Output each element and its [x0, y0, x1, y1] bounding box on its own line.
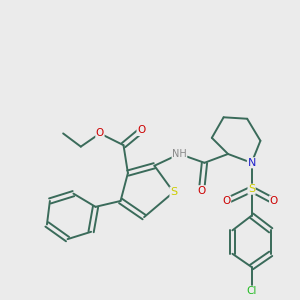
Text: N: N — [248, 158, 256, 168]
Text: O: O — [96, 128, 104, 138]
Text: O: O — [222, 196, 231, 206]
Text: O: O — [269, 196, 278, 206]
Text: NH: NH — [172, 149, 187, 159]
Text: S: S — [170, 187, 177, 197]
Text: O: O — [197, 186, 206, 196]
Text: Cl: Cl — [246, 286, 257, 296]
Text: O: O — [137, 125, 145, 136]
Text: S: S — [248, 184, 255, 194]
